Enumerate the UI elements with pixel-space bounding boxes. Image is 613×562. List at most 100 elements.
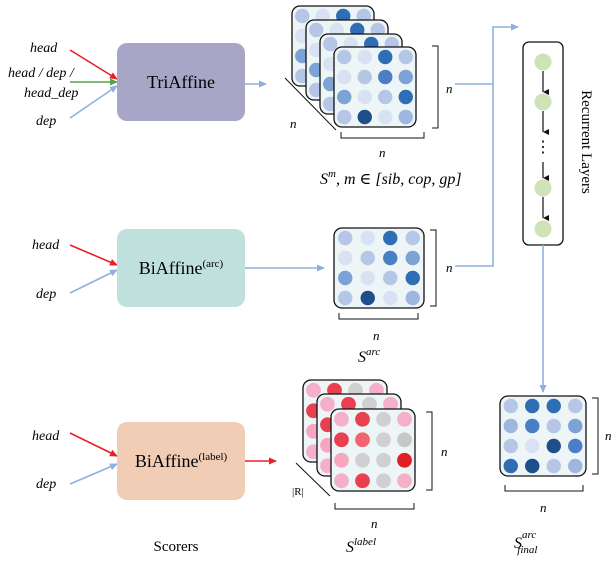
biaffine-arc-label: BiAffine(arc)	[139, 258, 224, 278]
dep-arrow	[69, 269, 118, 294]
rnn-node	[534, 220, 552, 238]
matrix-cell	[338, 290, 353, 306]
matrix-cell	[376, 452, 391, 468]
input-head-label: head	[32, 429, 60, 444]
matrix-cell	[378, 89, 393, 105]
arc-score-matrix	[333, 227, 425, 309]
matrix-cell	[357, 49, 372, 65]
arc-to-rnn-connector	[455, 84, 494, 267]
matrix-cell	[546, 418, 561, 434]
matrix-cell	[568, 418, 583, 434]
triaffine-inputs: head head / dep / head_dep dep	[8, 41, 118, 129]
matrix-cell	[503, 418, 518, 434]
matrix-cell	[357, 109, 372, 125]
matrix-cell	[397, 473, 412, 489]
input-head-dep-label-2: head_dep	[24, 86, 78, 101]
matrix-cell	[338, 230, 353, 246]
relation-count-label: |R|	[292, 486, 304, 498]
dep-arrow	[69, 463, 118, 485]
depth-n-label: n	[290, 116, 297, 131]
rnn-node	[534, 93, 552, 111]
matrix-cell	[383, 230, 398, 246]
rnn-ellipsis: ⋮	[535, 139, 551, 156]
matrix-cell	[355, 473, 370, 489]
matrix-cell	[355, 432, 370, 448]
biaffine-arc-box	[117, 229, 245, 307]
scorers-caption: Scorers	[154, 539, 199, 555]
matrix-cell	[334, 473, 349, 489]
label-matrix-stack	[302, 379, 416, 492]
col-n-label: n	[373, 328, 380, 343]
col-n-label: n	[371, 516, 378, 531]
matrix-cell	[525, 458, 540, 474]
final-dims: n n	[504, 397, 612, 515]
input-dep-label: dep	[36, 477, 56, 492]
matrix-cell	[405, 250, 420, 266]
matrix-cell	[376, 473, 391, 489]
matrix-cell	[360, 230, 375, 246]
matrix-cell	[378, 109, 393, 125]
matrix-cell	[503, 458, 518, 474]
matrix-cell	[546, 398, 561, 414]
biaffine-label-box	[117, 422, 245, 500]
row-n-label: n	[446, 260, 453, 275]
matrix-cell	[309, 22, 324, 38]
matrix-cell	[360, 250, 375, 266]
row-n-label: n	[446, 81, 453, 96]
matrix-cell	[405, 290, 420, 306]
matrix-cell	[357, 89, 372, 105]
matrix-cell	[338, 270, 353, 286]
row-n-label: n	[605, 428, 612, 443]
matrix-cell	[397, 411, 412, 427]
matrix-cell	[568, 438, 583, 454]
biaffine-label-label: BiAffine(label)	[135, 451, 228, 471]
matrix-cell	[337, 89, 352, 105]
matrix-cell	[360, 270, 375, 286]
matrix-cell	[546, 438, 561, 454]
rnn-node	[534, 53, 552, 71]
matrix-cell	[383, 270, 398, 286]
triaffine-dims: n n n	[284, 45, 453, 160]
label-dims: |R| n n	[292, 411, 448, 531]
matrix-cell	[355, 411, 370, 427]
matrix-cell	[397, 432, 412, 448]
rnn-node	[534, 179, 552, 197]
head-arrow	[69, 49, 118, 80]
matrix-cell	[360, 290, 375, 306]
matrix-cell	[334, 411, 349, 427]
matrix-cell	[338, 250, 353, 266]
final-matrix	[499, 395, 587, 477]
col-n-label: n	[379, 145, 386, 160]
matrix-cell	[341, 396, 356, 412]
matrix-cell	[323, 36, 338, 52]
matrix-cell	[376, 432, 391, 448]
matrix-cell	[398, 49, 413, 65]
input-head-label: head	[32, 238, 60, 253]
dep-arrow	[69, 85, 118, 119]
matrix-cell	[337, 49, 352, 65]
matrix-cell	[383, 290, 398, 306]
input-head-dep-label: head / dep /	[8, 66, 75, 81]
matrix-cell	[334, 452, 349, 468]
final-output-caption: Sarc final	[514, 529, 537, 556]
matrix-cell	[398, 69, 413, 85]
matrix-cell	[378, 49, 393, 65]
matrix-cell	[337, 69, 352, 85]
matrix-cell	[378, 69, 393, 85]
triaffine-label: TriAffine	[147, 72, 215, 92]
input-dep-label: dep	[36, 114, 56, 129]
matrix-cell	[383, 396, 398, 412]
matrix-cell	[546, 458, 561, 474]
final-arc-matrix	[499, 395, 587, 477]
matrix-cell	[405, 230, 420, 246]
col-n-label: n	[540, 500, 547, 515]
matrix-cell	[503, 438, 518, 454]
arc-output-caption: Sarc	[358, 346, 380, 366]
matrix-cell	[398, 109, 413, 125]
label-inputs: head dep	[32, 429, 118, 492]
head-arrow	[69, 244, 118, 266]
triaffine-matrix-layer	[333, 46, 417, 128]
matrix-cell	[503, 398, 518, 414]
triaffine-output-caption: Sm, m ∈ [sib, cop, gp]	[320, 168, 462, 188]
matrix-cell	[383, 250, 398, 266]
